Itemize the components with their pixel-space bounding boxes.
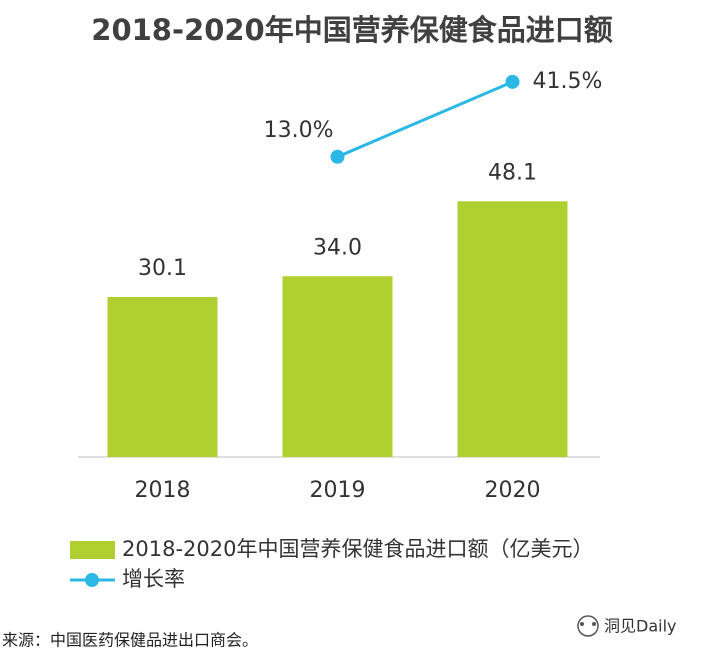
legend-label: 2018-2020年中国营养保健食品进口额（亿美元） [122, 537, 593, 561]
x-tick-label: 2020 [485, 478, 541, 503]
data-label: 30.1 [138, 256, 187, 281]
legend-label: 增长率 [122, 567, 185, 591]
data-label: 41.5% [533, 69, 603, 94]
bar [457, 201, 568, 457]
legend-swatch [70, 541, 115, 559]
data-label: 34.0 [313, 235, 362, 260]
x-tick-label: 2019 [310, 478, 366, 503]
line-point [330, 149, 345, 164]
bar [282, 276, 393, 457]
watermark: 洞见Daily [604, 617, 677, 636]
watermark-icon [577, 615, 599, 637]
x-tick-label: 2018 [135, 478, 191, 503]
source: 来源：中国医药保健品进出口商会。 [2, 631, 258, 650]
data-label: 13.0% [264, 118, 334, 143]
line-point [505, 74, 520, 89]
line [336, 80, 514, 159]
data-label: 48.1 [488, 160, 537, 185]
bar [107, 296, 218, 457]
legend-dot [85, 573, 99, 587]
chart-title: 2018-2020年中国营养保健食品进口额 [91, 13, 612, 47]
